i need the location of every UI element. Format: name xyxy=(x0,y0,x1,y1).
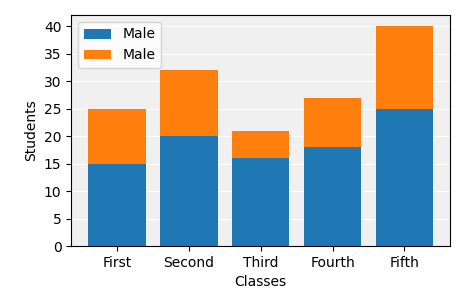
Bar xyxy=(232,130,290,158)
Bar xyxy=(304,98,361,147)
Bar xyxy=(88,109,146,164)
X-axis label: Classes: Classes xyxy=(235,275,287,289)
Legend: Male, Male: Male, Male xyxy=(78,22,161,68)
Bar xyxy=(232,158,290,246)
Bar xyxy=(160,136,218,246)
Bar xyxy=(88,164,146,246)
Bar xyxy=(304,147,361,246)
Bar xyxy=(375,109,433,246)
Y-axis label: Students: Students xyxy=(24,100,38,161)
Bar xyxy=(375,26,433,109)
Bar xyxy=(160,70,218,136)
